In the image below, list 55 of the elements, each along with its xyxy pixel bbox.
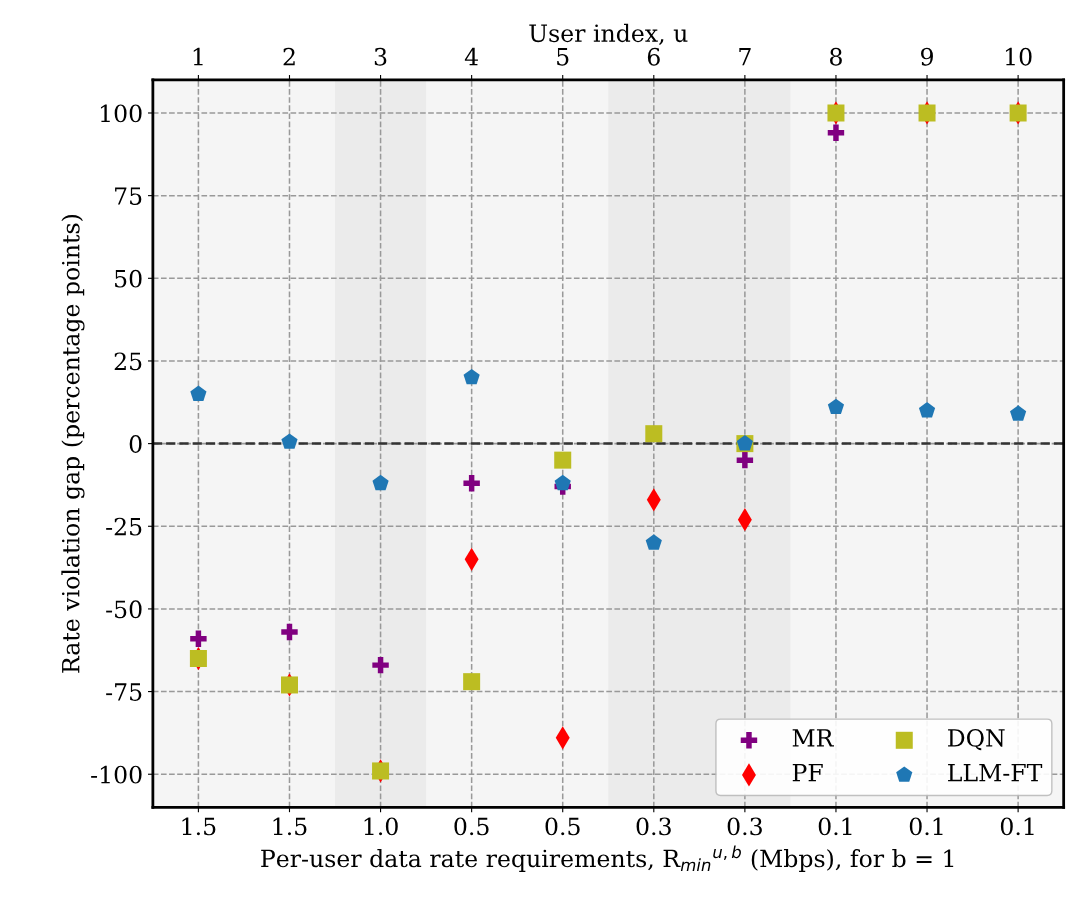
y-tick-label: 25 (114, 352, 142, 371)
point (645, 534, 662, 550)
legend-label: LLM-FT (948, 763, 1043, 782)
point (645, 425, 663, 443)
point (918, 402, 936, 418)
y-tick-label: -25 (106, 517, 142, 536)
y-tick-label: 75 (115, 187, 142, 205)
legend-label: MR (792, 729, 834, 747)
point (463, 368, 480, 385)
x-tick-label: 0.3 (727, 817, 762, 836)
point (554, 451, 572, 469)
x2-tick-label: 2 (283, 47, 295, 66)
y-tick-label: 50 (115, 269, 142, 288)
point (463, 673, 481, 691)
y-axis-title: Rate violation gap (percentage points) (61, 215, 85, 673)
x-tick-label: 1.0 (364, 817, 398, 836)
legend-label: PF (792, 763, 823, 782)
x2-tick-label: 4 (464, 47, 478, 66)
point (827, 398, 845, 415)
x2-axis-title: User index, u (529, 23, 688, 46)
x-tick-label: 0.5 (545, 817, 580, 836)
point (190, 385, 207, 401)
x2-tick-label: 1 (193, 47, 203, 66)
x2-tick-label: 5 (557, 48, 569, 66)
x-tick-label: 1.5 (273, 817, 307, 836)
y-tick-label: -75 (106, 683, 142, 701)
point (736, 451, 754, 469)
x2-tick-label: 6 (647, 47, 660, 66)
point (554, 474, 571, 491)
legend-label: DQN (948, 728, 1005, 751)
point (189, 650, 207, 668)
point (281, 623, 298, 641)
point (463, 475, 480, 492)
x2-tick-label: 10 (1005, 47, 1032, 66)
x2-tick-label: 8 (830, 47, 842, 66)
point (1010, 405, 1027, 421)
point (190, 630, 207, 647)
x2-tick-label: 3 (374, 47, 387, 66)
x2-tick-label: 7 (739, 48, 751, 66)
point (827, 124, 845, 142)
y-tick-label: -100 (91, 765, 142, 784)
x-tick-label: 0.1 (818, 817, 852, 836)
point (372, 474, 389, 491)
x-axis-title: Per-user data rate requirements, R$_{min}$$^{u,b}$ (Mbps), for b = 1 (261, 845, 954, 872)
x2-tick-label: 9 (921, 47, 933, 66)
y-tick-label: 100 (100, 104, 142, 123)
x-tick-label: 1.5 (182, 817, 216, 836)
x-tick-label: 0.1 (909, 817, 943, 836)
y-tick-label: 0 (129, 435, 142, 453)
point (281, 433, 298, 449)
point (372, 656, 389, 674)
x-tick-label: 0.3 (636, 817, 671, 836)
y-tick-label: -50 (106, 600, 142, 619)
x-tick-label: 0.5 (454, 817, 489, 836)
x-tick-label: 0.1 (1000, 817, 1034, 836)
